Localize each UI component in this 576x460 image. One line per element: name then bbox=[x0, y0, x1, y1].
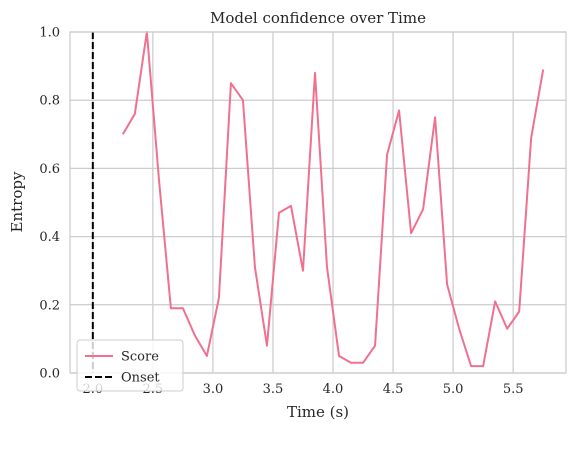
y-axis-label: Entropy bbox=[8, 171, 26, 232]
y-tick-labels: 0.0 0.2 0.4 0.6 0.8 1.0 bbox=[39, 26, 60, 382]
y-tick-label: 1.0 bbox=[39, 26, 60, 41]
x-tick-label: 5.5 bbox=[503, 382, 524, 397]
legend-box bbox=[76, 339, 184, 392]
legend-entry-score-label: Score bbox=[121, 350, 159, 365]
chart-title: Model confidence over Time bbox=[210, 9, 426, 27]
plot-frame bbox=[69, 31, 567, 374]
y-tick-label: 0.8 bbox=[39, 94, 60, 109]
y-tick-label: 0.4 bbox=[39, 230, 60, 245]
y-tick-label: 0.6 bbox=[39, 162, 60, 177]
score-series-line bbox=[121, 31, 545, 368]
y-tick-label: 0.0 bbox=[39, 367, 60, 382]
legend: Score Onset bbox=[76, 339, 184, 392]
series-layer bbox=[91, 31, 545, 373]
x-axis-label: Time (s) bbox=[287, 403, 349, 421]
x-tick-label: 3.5 bbox=[263, 382, 284, 397]
y-tick-label: 0.2 bbox=[39, 298, 60, 313]
x-tick-label: 4.5 bbox=[383, 382, 404, 397]
legend-entry-onset-label: Onset bbox=[121, 371, 160, 386]
x-tick-label: 5.0 bbox=[443, 382, 464, 397]
x-tick-label: 4.0 bbox=[323, 382, 344, 397]
x-tick-label: 3.0 bbox=[203, 382, 224, 397]
